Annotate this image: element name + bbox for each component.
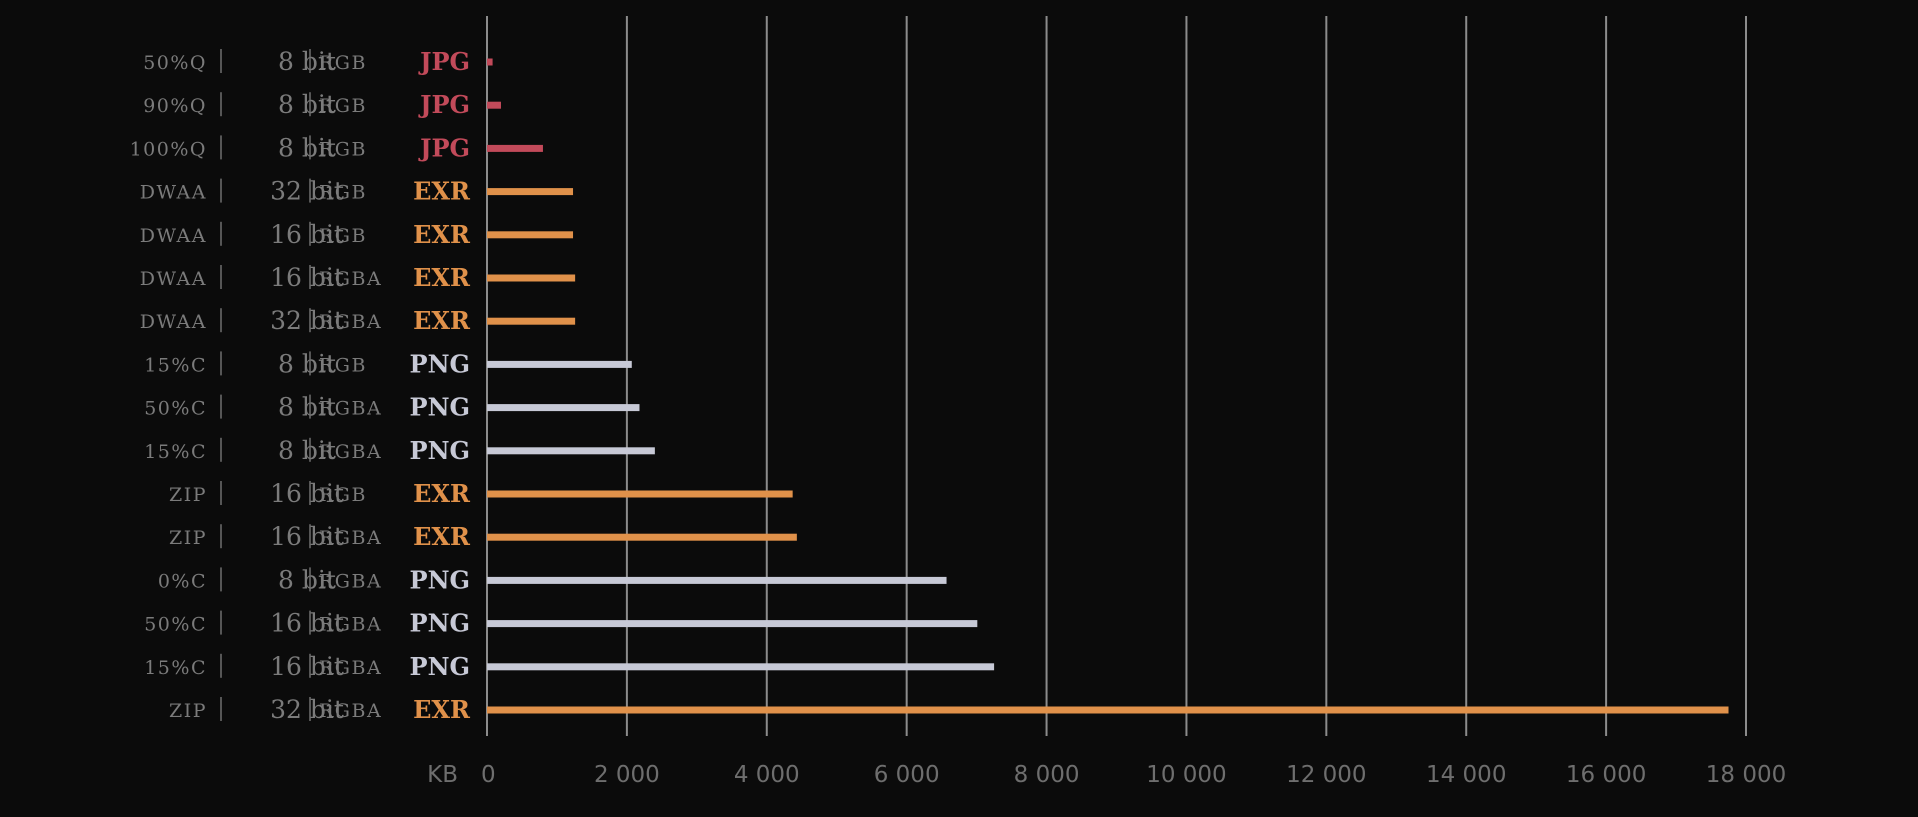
row-channels-label: RGB <box>319 354 367 376</box>
row-compression-label: DWAA <box>140 182 207 204</box>
bar <box>487 360 632 368</box>
row-channels-label: RGB <box>319 225 367 247</box>
row-channels-label: RGBA <box>319 311 382 333</box>
row-compression-label: 50%C <box>144 398 207 420</box>
bar <box>487 706 1729 714</box>
row-format-label: PNG <box>410 436 470 465</box>
bar <box>487 58 493 66</box>
row-format-label: EXR <box>413 263 471 292</box>
row-bit-depth-label: 16 bit <box>270 263 344 292</box>
row-bit-depth-label: 16 bit <box>270 522 344 551</box>
row-channels-label: RGBA <box>319 398 382 420</box>
row-channels-label: RGBA <box>319 268 382 290</box>
row-format-label: PNG <box>410 609 470 638</box>
row-format-label: EXR <box>413 695 471 724</box>
bars <box>487 58 1729 714</box>
row-compression-label: ZIP <box>169 527 207 549</box>
row-compression-label: ZIP <box>169 484 207 506</box>
bar <box>487 576 947 584</box>
row-bit-depth-label: 32 bit <box>270 695 344 724</box>
row-compression-label: 15%C <box>144 354 207 376</box>
row-compression-label: 50%C <box>144 614 207 636</box>
row-compression-label: 50%Q <box>143 52 207 74</box>
row-format-label: EXR <box>413 479 471 508</box>
row-channels-label: RGBA <box>319 614 382 636</box>
x-tick-label: 18 000 <box>1706 762 1786 788</box>
row-bit-depth-label: 16 bit <box>270 479 344 508</box>
row-channels-label: RGBA <box>319 700 382 722</box>
bar <box>487 620 978 628</box>
x-tick-label: 8 000 <box>1014 762 1080 788</box>
row-channels-label: RGB <box>319 138 367 160</box>
row-bit-depth-label: 32 bit <box>270 306 344 335</box>
row-compression-label: 15%C <box>144 657 207 679</box>
row-format-label: JPG <box>418 133 470 162</box>
x-tick-label: 16 000 <box>1566 762 1646 788</box>
x-tick-label: 12 000 <box>1286 762 1366 788</box>
bar <box>487 274 576 282</box>
row-channels-label: RGBA <box>319 657 382 679</box>
row-channels-label: RGBA <box>319 441 382 463</box>
x-tick-label: 4 000 <box>734 762 800 788</box>
row-compression-label: DWAA <box>140 268 207 290</box>
bar <box>487 317 576 325</box>
bar <box>487 533 797 541</box>
row-format-label: EXR <box>413 220 471 249</box>
x-axis-ticks: KB 0 2 000 4 000 6 000 8 000 10 000 12 000 14 0… <box>427 762 1786 788</box>
row-compression-label: 90%Q <box>143 95 207 117</box>
row-format-label: PNG <box>410 652 470 681</box>
bar <box>487 188 574 196</box>
bar <box>487 231 574 239</box>
bar <box>487 490 793 498</box>
row-format-label: PNG <box>410 565 470 594</box>
row-compression-label: ZIP <box>169 700 207 722</box>
bar <box>487 447 655 455</box>
row-format-label: EXR <box>413 177 471 206</box>
row-bit-depth-label: 16 bit <box>270 609 344 638</box>
row-bit-depth-label: 8 bit <box>278 393 336 422</box>
gridlines <box>486 16 1747 736</box>
bar <box>487 404 640 412</box>
row-bit-depth-label: 8 bit <box>278 565 336 594</box>
row-channels-label: RGB <box>319 52 367 74</box>
x-tick-label: 0 <box>481 762 496 788</box>
row-bit-depth-label: 8 bit <box>278 90 336 119</box>
row-channels-label: RGBA <box>319 527 382 549</box>
x-tick-label: 14 000 <box>1426 762 1506 788</box>
row-channels-label: RGB <box>319 95 367 117</box>
row-channels-label: RGB <box>319 182 367 204</box>
row-compression-label: 0%C <box>158 570 207 592</box>
row-bit-depth-label: 8 bit <box>278 133 336 162</box>
row-bit-depth-label: 32 bit <box>270 177 344 206</box>
row-format-label: PNG <box>410 393 470 422</box>
bar <box>487 144 543 152</box>
row-compression-label: DWAA <box>140 225 207 247</box>
row-bit-depth-label: 16 bit <box>270 652 344 681</box>
row-bit-depth-label: 8 bit <box>278 436 336 465</box>
row-channels-label: RGB <box>319 484 367 506</box>
row-format-label: PNG <box>410 349 470 378</box>
x-tick-label: 2 000 <box>594 762 660 788</box>
x-tick-label: 6 000 <box>874 762 940 788</box>
row-format-label: JPG <box>418 90 470 119</box>
row-bit-depth-label: 8 bit <box>278 349 336 378</box>
row-compression-label: 100%Q <box>130 138 207 160</box>
row-bit-depth-label: 16 bit <box>270 220 344 249</box>
bar <box>487 101 501 109</box>
x-tick-label: 10 000 <box>1146 762 1226 788</box>
row-bit-depth-label: 8 bit <box>278 47 336 76</box>
bar <box>487 663 995 671</box>
x-axis-unit-label: KB <box>427 762 458 788</box>
row-channels-label: RGBA <box>319 570 382 592</box>
row-compression-label: DWAA <box>140 311 207 333</box>
row-format-label: EXR <box>413 306 471 335</box>
row-compression-label: 15%C <box>144 441 207 463</box>
row-format-label: EXR <box>413 522 471 551</box>
row-format-label: JPG <box>418 47 470 76</box>
